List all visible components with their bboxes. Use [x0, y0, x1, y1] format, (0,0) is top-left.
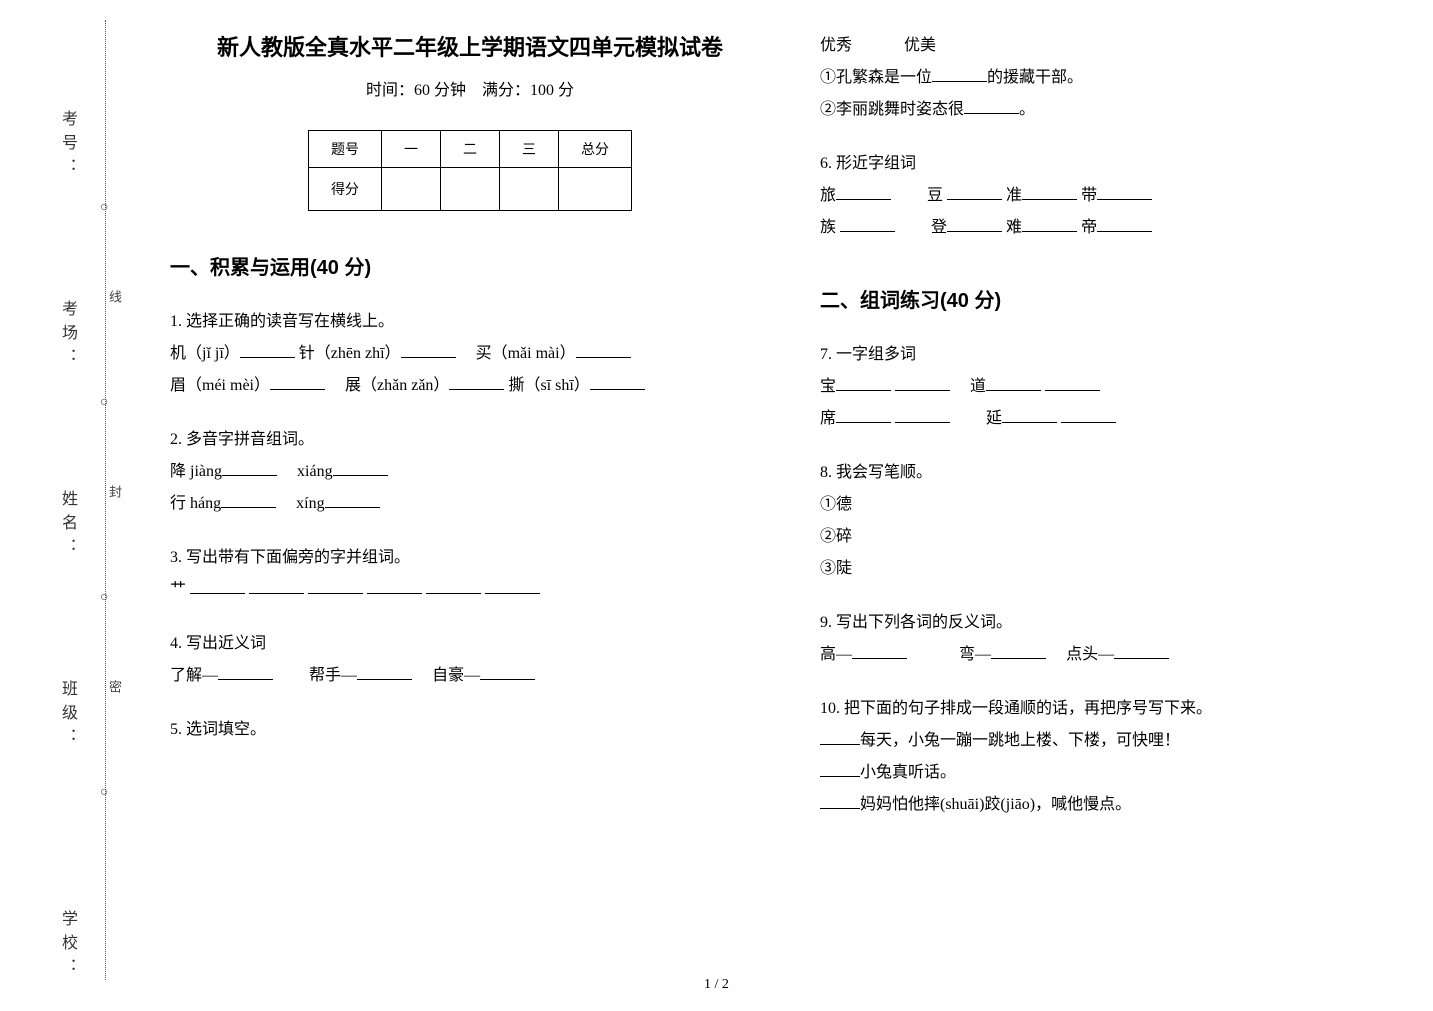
binding-strip: ○ ○ ○ ○ 线 封 密 考号： 考场： 姓名： 班级： 学校： [0, 0, 140, 1011]
column-left: 新人教版全真水平二年级上学期语文四单元模拟试卷 时间：60 分钟 满分：100 … [170, 30, 770, 768]
q5-s2b: 。 [1019, 101, 1035, 118]
q6-r2-0: 族 [820, 219, 836, 236]
score-header: 二 [441, 131, 500, 168]
q8: 8. 我会写笔顺。 ①德 ②碎 ③陡 [820, 457, 1420, 585]
binding-seg-label: 线 [105, 290, 124, 303]
side-label-school: 学校： [55, 910, 79, 982]
paper-title: 新人教版全真水平二年级上学期语文四单元模拟试卷 [170, 30, 770, 62]
q8-c: ③陡 [820, 553, 1420, 585]
q9-stem: 9. 写出下列各词的反义词。 [820, 607, 1420, 639]
q6-r2-3: 帝 [1081, 219, 1097, 236]
q3-radical: 艹 [170, 581, 186, 598]
score-header: 题号 [309, 131, 382, 168]
q1-l2a: 眉（méi mèi） [170, 377, 270, 394]
q6-r1-0: 旅 [820, 187, 836, 204]
q10-stem: 10. 把下面的句子排成一段通顺的话，再把序号写下来。 [820, 693, 1420, 725]
q4-b: 帮手— [309, 667, 357, 684]
q2: 2. 多音字拼音组词。 降 jiàng xiáng 行 háng xíng [170, 424, 770, 520]
binding-circle: ○ [100, 200, 108, 216]
score-row-label: 得分 [309, 168, 382, 211]
q7-c2: 道 [970, 378, 986, 395]
q5-stem: 5. 选词填空。 [170, 714, 770, 746]
q1-l1a: 机（jǐ jī） [170, 345, 240, 362]
q5-stem-only: 5. 选词填空。 [170, 714, 770, 746]
binding-circle: ○ [100, 395, 108, 411]
q6: 6. 形近字组词 旅 豆 准 带 族 登 难 帝 [820, 148, 1420, 244]
score-cell [500, 168, 559, 211]
q7-c4: 延 [986, 410, 1002, 427]
q1-l1b: 针（zhēn zhī） [299, 345, 401, 362]
q9-c: 点头— [1066, 646, 1114, 663]
q5-body: 优秀 优美 ①孔繁森是一位 的援藏干部。 ②李丽跳舞时姿态很 。 [820, 30, 1420, 126]
section1-heading: 一、积累与运用(40 分) [170, 251, 770, 280]
q6-r1-2: 准 [1006, 187, 1022, 204]
q3: 3. 写出带有下面偏旁的字并组词。 艹 [170, 542, 770, 606]
score-header: 一 [382, 131, 441, 168]
paper-subtitle: 时间：60 分钟 满分：100 分 [170, 76, 770, 100]
q9-a: 高— [820, 646, 852, 663]
binding-dotted-line [105, 20, 106, 980]
q5-w1: 优秀 [820, 37, 852, 54]
binding-seg-label: 封 [105, 485, 124, 498]
q7: 7. 一字组多词 宝 道 席 延 [820, 339, 1420, 435]
q7-stem: 7. 一字组多词 [820, 339, 1420, 371]
score-cell [382, 168, 441, 211]
q10-l1: 每天，小兔一蹦一跳地上楼、下楼，可快哩！ [860, 732, 1180, 749]
q1-l2c: 撕（sī shī） [508, 377, 589, 394]
q6-stem: 6. 形近字组词 [820, 148, 1420, 180]
column-right: 优秀 优美 ①孔繁森是一位 的援藏干部。 ②李丽跳舞时姿态很 。 6. 形近字组词 … [820, 30, 1420, 843]
side-label-class: 班级： [55, 680, 79, 752]
q3-stem: 3. 写出带有下面偏旁的字并组词。 [170, 542, 770, 574]
q9-b: 弯— [959, 646, 991, 663]
q4: 4. 写出近义词 了解— 帮手— 自豪— [170, 628, 770, 692]
side-label-room: 考场： [55, 300, 79, 372]
q1-stem: 1. 选择正确的读音写在横线上。 [170, 306, 770, 338]
score-cell [559, 168, 632, 211]
score-header: 三 [500, 131, 559, 168]
score-cell [441, 168, 500, 211]
score-header: 总分 [559, 131, 632, 168]
q6-r2-1: 登 [931, 219, 947, 236]
q4-a: 了解— [170, 667, 218, 684]
section2-heading: 二、组词练习(40 分) [820, 284, 1420, 313]
q10-l2: 小兔真听话。 [860, 764, 956, 781]
q2-l2b: xíng [296, 495, 324, 512]
q2-l1a: 降 jiàng [170, 463, 222, 480]
q4-stem: 4. 写出近义词 [170, 628, 770, 660]
q6-r1-3: 带 [1081, 187, 1097, 204]
q6-r1-1: 豆 [927, 187, 943, 204]
q7-c3: 席 [820, 410, 836, 427]
page-number: 1 / 2 [0, 977, 1433, 993]
q2-l2a: 行 háng [170, 495, 221, 512]
binding-circle: ○ [100, 590, 108, 606]
q8-a: ①德 [820, 489, 1420, 521]
q5-s2a: ②李丽跳舞时姿态很 [820, 101, 964, 118]
q6-r2-2: 难 [1006, 219, 1022, 236]
binding-circle: ○ [100, 785, 108, 801]
q2-l1b: xiáng [297, 463, 333, 480]
score-table: 题号 一 二 三 总分 得分 [308, 130, 632, 211]
binding-seg-label: 密 [105, 680, 124, 693]
q5-s1b: 的援藏干部。 [987, 69, 1083, 86]
side-label-exam-id: 考号： [55, 110, 79, 182]
q10-l3: 妈妈怕他摔(shuāi)跤(jiāo)，喊他慢点。 [860, 796, 1131, 813]
q5-s1a: ①孔繁森是一位 [820, 69, 932, 86]
q1-l2b: 展（zhǎn zǎn） [345, 377, 449, 394]
q8-stem: 8. 我会写笔顺。 [820, 457, 1420, 489]
q4-c: 自豪— [432, 667, 480, 684]
q1: 1. 选择正确的读音写在横线上。 机（jǐ jī） 针（zhēn zhī） 买（… [170, 306, 770, 402]
q5-w2: 优美 [904, 37, 936, 54]
side-label-name: 姓名： [55, 490, 79, 562]
q7-c1: 宝 [820, 378, 836, 395]
q8-b: ②碎 [820, 521, 1420, 553]
q2-stem: 2. 多音字拼音组词。 [170, 424, 770, 456]
q10: 10. 把下面的句子排成一段通顺的话，再把序号写下来。 每天，小兔一蹦一跳地上楼… [820, 693, 1420, 821]
q1-l1c: 买（mǎi mài） [476, 345, 576, 362]
q9: 9. 写出下列各词的反义词。 高— 弯— 点头— [820, 607, 1420, 671]
